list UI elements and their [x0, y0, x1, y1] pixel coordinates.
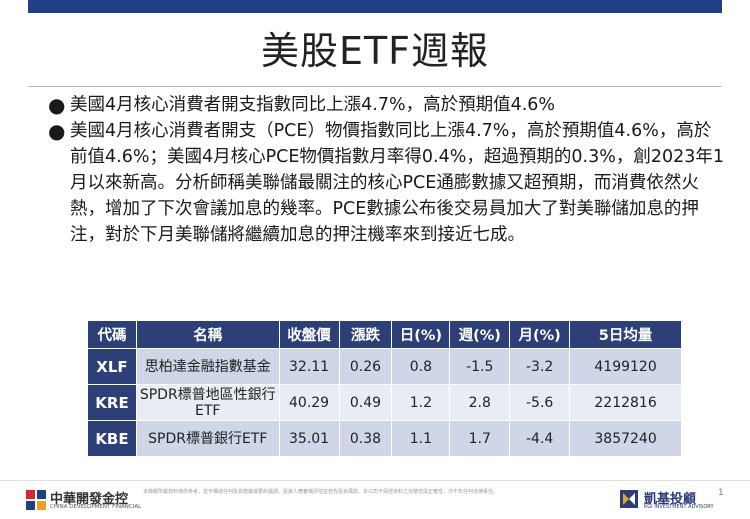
- cell-change: 0.38: [338, 420, 393, 457]
- bullet-text: 美國4月核心消費者開支指數同比上漲4.7%，高於預期值4.6%: [70, 95, 556, 115]
- cell-volume: 4199120: [569, 348, 682, 385]
- table-row: XLF 思柏達金融指數基金 32.11 0.26 0.8 -1.5 -3.2 4…: [87, 348, 682, 385]
- cell-day: 1.1: [391, 420, 451, 457]
- bullet-text: 美國4月核心消費者開支（PCE）物價指數同比上漲4.7%，高於預期值4.6%，高…: [70, 121, 725, 245]
- cell-name: SPDR標普銀行ETF: [135, 420, 280, 457]
- cell-close: 40.29: [278, 384, 340, 421]
- bullet-list: ● 美國4月核心消費者開支指數同比上漲4.7%，高於預期值4.6% ● 美國4月…: [48, 92, 728, 248]
- col-header-month: 月(%): [509, 320, 571, 349]
- footer-divider: [0, 480, 750, 481]
- col-header-change: 漲跌: [338, 320, 393, 349]
- col-header-week: 週(%): [449, 320, 511, 349]
- cell-close: 32.11: [278, 348, 340, 385]
- top-accent-bar: [28, 0, 722, 13]
- cell-code: KBE: [87, 420, 137, 457]
- disclaimer-text: 本簡報所載資料僅供參考，並不構成任何投資建議或要約邀請。投資人應審慎評估並自負投…: [143, 489, 499, 495]
- kgi-logo-name: 凱基投顧: [644, 492, 697, 507]
- cell-day: 1.2: [391, 384, 451, 421]
- cdf-logo-name: 中華開發金控: [50, 492, 129, 507]
- cell-code: XLF: [87, 348, 137, 385]
- page-title: 美股ETF週報: [260, 29, 490, 73]
- table-header-row: 代碼 名稱 收盤價 漲跌 日(%) 週(%) 月(%) 5日均量: [87, 320, 682, 349]
- kgi-logo-en: KGI INVESTMENT ADVISORY: [644, 504, 714, 510]
- bullet-dot-icon: ●: [48, 119, 66, 143]
- bullet-item: ● 美國4月核心消費者開支（PCE）物價指數同比上漲4.7%，高於預期值4.6%…: [48, 118, 728, 248]
- table-row: KBE SPDR標普銀行ETF 35.01 0.38 1.1 1.7 -4.4 …: [87, 420, 682, 457]
- cell-name: SPDR標普地區性銀行ETF: [135, 384, 280, 421]
- kgi-logo: 凱基投顧 KGI INVESTMENT ADVISORY: [620, 488, 716, 514]
- col-header-code: 代碼: [87, 320, 137, 349]
- col-header-day: 日(%): [391, 320, 451, 349]
- etf-table: 代碼 名稱 收盤價 漲跌 日(%) 週(%) 月(%) 5日均量 XLF 思柏達…: [87, 320, 682, 457]
- col-header-name: 名稱: [135, 320, 280, 349]
- title-divider: [28, 86, 722, 87]
- cdf-logo-en: CHINA DEVELOPMENT FINANCIAL: [50, 504, 142, 510]
- cell-month: -3.2: [509, 348, 571, 385]
- cell-week: -1.5: [449, 348, 511, 385]
- kgi-logo-icon: [620, 490, 638, 508]
- cell-change: 0.49: [338, 384, 393, 421]
- cell-month: -5.6: [509, 384, 571, 421]
- cdf-logo-icon: [26, 490, 46, 510]
- cell-volume: 3857240: [569, 420, 682, 457]
- page-number: 1: [718, 488, 724, 498]
- cell-volume: 2212816: [569, 384, 682, 421]
- cell-name: 思柏達金融指數基金: [135, 348, 280, 385]
- cell-week: 2.8: [449, 384, 511, 421]
- cell-close: 35.01: [278, 420, 340, 457]
- cdf-logo: 中華開發金控 CHINA DEVELOPMENT FINANCIAL: [26, 488, 156, 514]
- col-header-close: 收盤價: [278, 320, 340, 349]
- cell-week: 1.7: [449, 420, 511, 457]
- table-row: KRE SPDR標普地區性銀行ETF 40.29 0.49 1.2 2.8 -5…: [87, 384, 682, 421]
- cell-month: -4.4: [509, 420, 571, 457]
- col-header-volume: 5日均量: [569, 320, 682, 349]
- cell-code: KRE: [87, 384, 137, 421]
- bullet-item: ● 美國4月核心消費者開支指數同比上漲4.7%，高於預期值4.6%: [48, 92, 728, 118]
- cell-day: 0.8: [391, 348, 451, 385]
- bullet-dot-icon: ●: [48, 93, 66, 117]
- cell-change: 0.26: [338, 348, 393, 385]
